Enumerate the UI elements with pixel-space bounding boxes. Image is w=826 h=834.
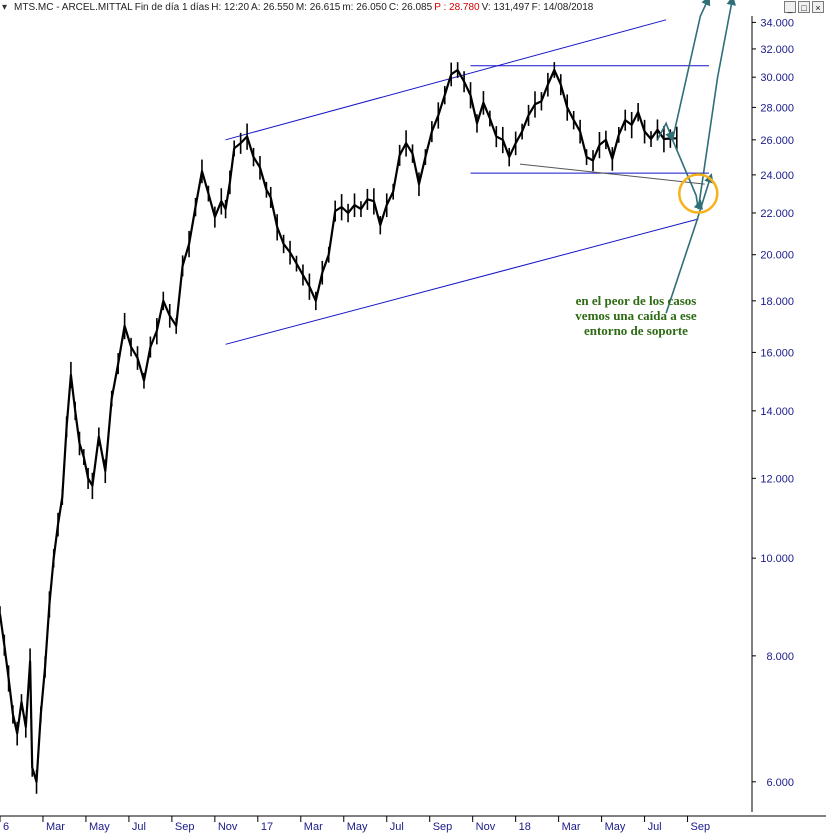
annotation-line-2: vemos una caída a ese bbox=[575, 308, 697, 323]
ask-value: A: 26.550 bbox=[251, 2, 294, 13]
channel_lower-line bbox=[225, 218, 699, 345]
x-tick-label: Sep bbox=[433, 821, 453, 833]
y-tick-label: 28.000 bbox=[760, 102, 794, 114]
y-tick-label: 20.000 bbox=[760, 250, 794, 262]
prev-value: P : 28.780 bbox=[434, 2, 480, 13]
x-axis-ticks: 6 Mar May Jul Sep Nov 17 Mar May Jul Sep Nov 18 Mar Ma… bbox=[0, 816, 710, 833]
y-tick-label: 24.000 bbox=[760, 170, 794, 182]
y-tick-label: 8.000 bbox=[766, 651, 794, 663]
maximize-button[interactable]: □ bbox=[798, 1, 810, 13]
axes bbox=[0, 16, 826, 817]
x-tick-label: Jul bbox=[390, 821, 404, 833]
annotation-line-3: entorno de soporte bbox=[584, 323, 688, 338]
x-tick-label: Mar bbox=[304, 821, 323, 833]
y-tick-label: 30.000 bbox=[760, 72, 794, 84]
price-line bbox=[0, 68, 677, 783]
date-value: F: 14/08/2018 bbox=[531, 2, 594, 13]
projection-arrow bbox=[697, 0, 736, 210]
projection-arrows bbox=[656, 0, 736, 314]
x-tick-label: Jul bbox=[132, 821, 146, 833]
symbol-label: MTS.MC - ARCEL.MITTAL bbox=[14, 2, 133, 13]
x-tick-label: Sep bbox=[691, 821, 711, 833]
x-tick-label: 17 bbox=[261, 821, 273, 833]
projection-arrow bbox=[671, 0, 711, 140]
x-tick-label: May bbox=[347, 821, 368, 833]
y-tick-label: 6.000 bbox=[766, 777, 794, 789]
y-axis-ticks: 6.000 8.000 10.000 12.000 14.000 16.000 18.000… bbox=[752, 17, 794, 789]
x-tick-label: Sep bbox=[175, 821, 195, 833]
close-button[interactable]: × bbox=[812, 1, 824, 13]
period-label: Fin de día 1 días bbox=[134, 2, 210, 13]
x-tick-label: 18 bbox=[519, 821, 531, 833]
y-tick-label: 14.000 bbox=[760, 406, 794, 418]
price-series bbox=[0, 62, 678, 794]
dropdown-arrow-icon[interactable]: ▾ bbox=[2, 2, 8, 13]
projection-arrow bbox=[665, 173, 714, 314]
min-value: m: 26.050 bbox=[342, 2, 387, 13]
trendline-line bbox=[519, 163, 705, 185]
x-tick-label: Nov bbox=[476, 821, 496, 833]
x-tick-label: Jul bbox=[648, 821, 662, 833]
projection-arrow bbox=[656, 121, 675, 142]
x-tick-label: 6 bbox=[3, 821, 9, 833]
x-tick-label: Nov bbox=[218, 821, 238, 833]
channel-lines bbox=[225, 19, 709, 345]
y-tick-label: 34.000 bbox=[760, 17, 794, 29]
x-tick-label: Mar bbox=[562, 821, 581, 833]
y-tick-label: 12.000 bbox=[760, 473, 794, 485]
annotation-line-1: en el peor de los casos bbox=[576, 293, 697, 308]
channel_upper-line bbox=[225, 19, 667, 141]
support-highlight bbox=[678, 173, 719, 214]
y-tick-label: 26.000 bbox=[760, 135, 794, 147]
x-tick-label: May bbox=[605, 821, 626, 833]
y-tick-label: 16.000 bbox=[760, 347, 794, 359]
y-tick-label: 22.000 bbox=[760, 208, 794, 220]
high-value: H: 12:20 bbox=[211, 2, 250, 13]
volume-value: V: 131,497 bbox=[481, 2, 530, 13]
max-value: M: 26.615 bbox=[295, 2, 341, 13]
minimize-button[interactable]: _ bbox=[784, 1, 796, 13]
y-tick-label: 18.000 bbox=[760, 296, 794, 308]
y-tick-label: 32.000 bbox=[760, 44, 794, 56]
support-circle bbox=[678, 173, 719, 214]
close-value: C: 26.085 bbox=[388, 2, 433, 13]
chart-title-bar: ▾ MTS.MC - ARCEL.MITTAL Fin de día 1 días H… bbox=[0, 0, 826, 16]
window-controls: _ □ × bbox=[784, 1, 824, 13]
y-tick-label: 10.000 bbox=[760, 553, 794, 565]
x-tick-label: May bbox=[89, 821, 110, 833]
x-tick-label: Mar bbox=[46, 821, 65, 833]
